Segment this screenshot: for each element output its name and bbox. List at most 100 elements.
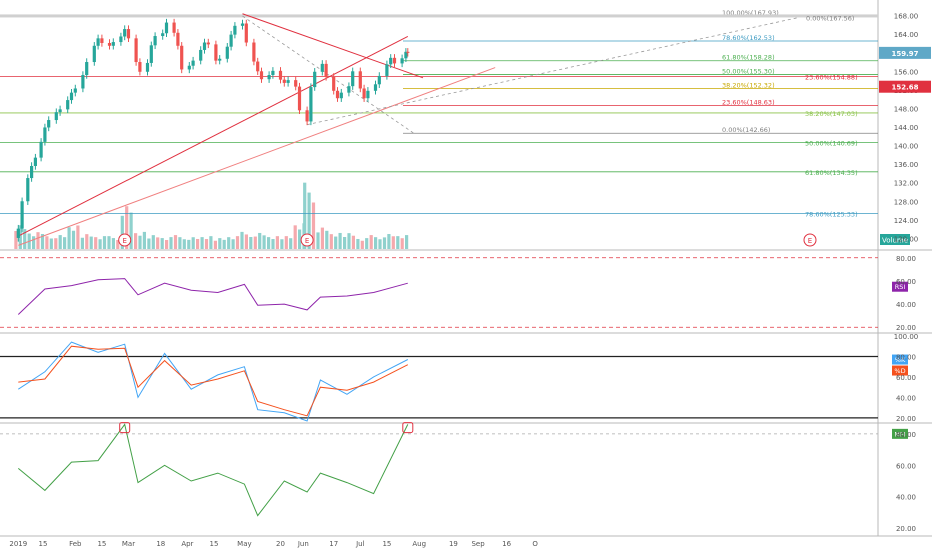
candle-body [351,71,355,87]
candle-body [26,178,30,202]
volume-bar [320,227,324,249]
volume-bar [80,237,84,249]
volume-bar [196,238,200,249]
fib-level-label: 78.60%(162.53) [722,34,775,42]
volume-bar [400,238,404,249]
volume-bar [222,239,226,249]
volume-bar [391,236,395,249]
volume-bar [289,238,293,249]
volume-bar [49,238,53,249]
volume-bar [209,236,213,249]
volume-bar [369,235,373,249]
candle-body [54,112,58,121]
candle-body [377,75,381,85]
candle-body [406,51,410,53]
time-tick-label: May [237,540,251,548]
stoch-badge [892,365,908,376]
candle-body [30,165,34,179]
candle-body [259,71,264,80]
volume-bar [54,238,58,249]
candle-body [73,88,77,93]
candle-body [240,23,245,26]
volume-bar [138,235,142,249]
candle-body [138,62,142,72]
time-tick-label: Feb [69,540,82,548]
stoch-badge-label: %K [895,356,906,364]
candle-body [100,38,104,43]
fib-level-label: 38.20%(147.03) [805,110,858,118]
candle-body [335,90,340,99]
candle-body [297,86,302,111]
candle-body [233,25,237,35]
volume-bar [45,236,49,249]
volume-bar [63,237,67,249]
candle-body [126,29,131,39]
price-tag [879,80,931,93]
volume-layer: Volume E E E [14,182,910,249]
volume-bar [182,239,186,249]
volume-bar [338,232,342,249]
rsi-tick-label: 40.00 [896,301,916,309]
candle-body [358,71,362,89]
stoch-d-line [18,345,409,417]
fib-level-label: 61.80%(134.35) [805,169,858,177]
rsi-line [17,278,408,315]
candle-body [180,45,184,70]
volume-bar [374,237,378,249]
trendline [242,13,424,79]
volume-bar [98,239,102,249]
time-tick-label: 2019 [9,540,27,548]
earnings-label: E [808,237,812,245]
volume-bar [356,238,360,249]
volume-bar [14,231,18,249]
volume-bar [387,234,391,249]
volume-bar [147,238,151,249]
indicator-layer: RSI %K %D MFI [0,257,908,517]
volume-bar [36,232,40,249]
stoch-tick-label: 60.00 [896,374,916,382]
mfi-alert-marker [119,422,131,434]
fibonacci-layer: 78.60%(125.33) 61.80%(134.35) 50.00%(140.6… [0,9,878,219]
candle-body [366,90,370,99]
volume-bar [262,235,266,249]
stoch-badge [892,354,908,365]
candle-body [69,92,74,101]
price-tick-label: 156.00 [894,68,919,76]
volume-bar [329,234,333,249]
volume-bar [347,233,351,249]
projection-label: 0.00%(167.56) [806,15,854,23]
price-tick-label: 128.00 [894,198,919,206]
stoch-tick-label: 100.00 [894,333,919,341]
volume-bar [253,236,257,249]
candle-body [309,87,313,122]
candle-body [305,110,309,122]
volume-bar [240,231,244,249]
price-tick-label: 144.00 [894,124,919,132]
resistance-band [0,14,878,18]
volume-bar [102,236,107,249]
volume-bar [107,236,111,249]
trendline [18,67,496,246]
axis-layer: 120.00 124.00 128.00 132.00 136.00 140.00 144.… [9,13,931,548]
mfi-tick-label: 80.00 [896,431,916,439]
candle-body [385,64,389,76]
volume-bar [200,237,204,249]
price-tick-label: 164.00 [894,31,919,39]
volume-bar [227,237,231,249]
candle-body [39,141,43,158]
price-tick-label: 124.00 [894,217,919,225]
volume-bar [405,235,409,249]
candle-body [373,84,378,91]
volume-bar [280,239,284,249]
volume-bar [173,235,178,249]
candle-body [153,36,157,46]
candle-body [229,34,233,47]
volume-bar [275,236,279,249]
volume-bar [178,237,182,249]
candle-body [286,80,290,83]
candle-body [339,92,343,99]
candle-body [332,76,336,91]
volume-bar [32,236,36,249]
